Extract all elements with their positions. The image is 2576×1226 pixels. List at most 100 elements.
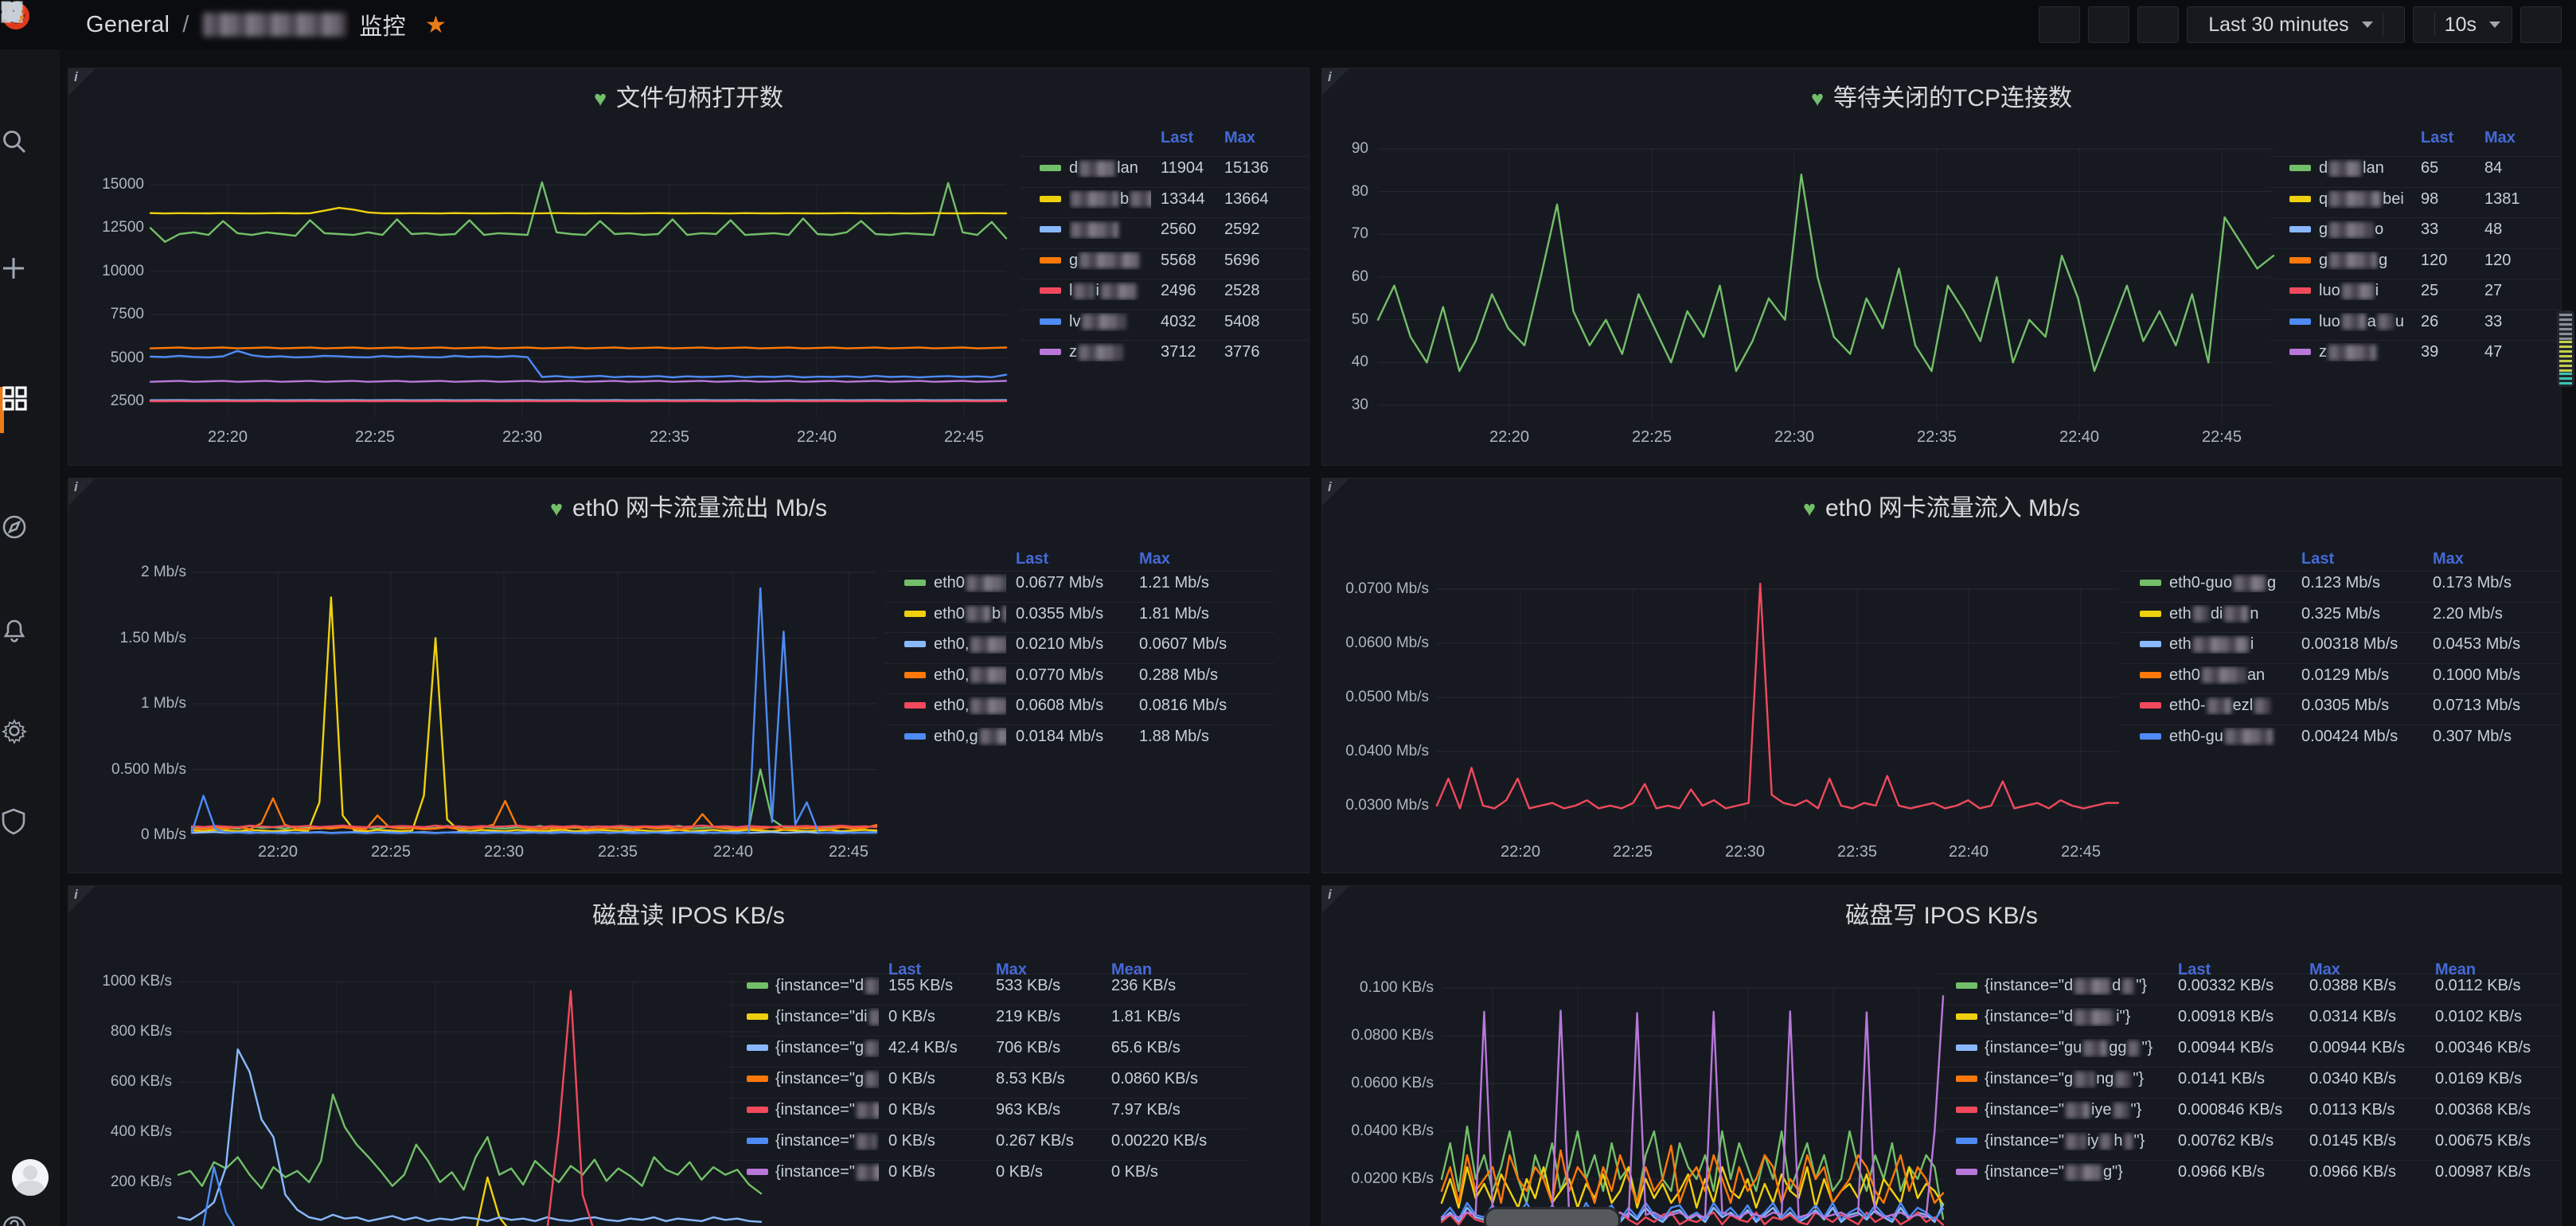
chart-canvas[interactable] — [1322, 68, 2562, 466]
legend-series-swatch[interactable] — [2140, 610, 2161, 617]
legend-series-swatch[interactable] — [904, 580, 926, 586]
user-avatar[interactable] — [0, 1151, 60, 1204]
panel-title[interactable]: 磁盘写 IPOS KB/s — [1845, 903, 2038, 929]
favorite-star-icon[interactable]: ★ — [424, 11, 447, 38]
sidebar-item-alerting[interactable] — [0, 616, 60, 669]
legend-series-swatch[interactable] — [2289, 256, 2311, 264]
legend-series-name[interactable]: eth di n — [2169, 604, 2259, 623]
info-icon[interactable]: i — [1328, 887, 1332, 902]
legend-series-swatch[interactable] — [747, 1044, 768, 1051]
legend-series-swatch[interactable] — [1956, 1169, 1977, 1175]
legend-series-swatch[interactable] — [2140, 732, 2161, 740]
legend-series-swatch[interactable] — [2289, 287, 2311, 294]
legend-col-header[interactable]: Max — [1139, 550, 1170, 568]
legend-series-name[interactable]: eth0,g — [934, 728, 1006, 746]
legend-series-swatch[interactable] — [2140, 641, 2161, 647]
sidebar-item-configuration[interactable] — [0, 716, 60, 769]
legend-series-name[interactable]: lv — [1069, 313, 1151, 331]
legend-series-name[interactable]: eth0,i — [934, 635, 1006, 654]
legend-series-name[interactable]: {instance="d"} — [775, 977, 879, 995]
legend-series-name[interactable]: eth0 an — [2169, 666, 2266, 684]
legend-series-swatch[interactable] — [2140, 580, 2161, 586]
legend-series-name[interactable]: {instance="gu gg "} — [1985, 1039, 2153, 1056]
legend-col-header[interactable]: Last — [1161, 129, 1194, 146]
sidebar-item-search[interactable] — [0, 127, 60, 180]
sidebar-item-dashboards[interactable] — [0, 384, 60, 436]
legend-series-swatch[interactable] — [1040, 256, 1061, 264]
scroll-indicator[interactable] — [2557, 310, 2574, 387]
legend-series-swatch[interactable] — [1956, 1013, 1977, 1020]
legend-series-swatch[interactable] — [2289, 349, 2311, 355]
legend-series-swatch[interactable] — [1040, 226, 1061, 232]
legend-series-name[interactable]: {instance="gng"} — [775, 1070, 879, 1088]
legend-series-name[interactable]: {instance="diei"} — [775, 1008, 879, 1026]
legend-series-name[interactable]: eth0 b — [934, 605, 1006, 623]
legend-series-name[interactable]: eth0- ezl — [2169, 697, 2292, 715]
legend-series-swatch[interactable] — [1040, 318, 1061, 325]
legend-series-name[interactable]: {instance=" iy h "} — [1985, 1132, 2145, 1150]
info-icon[interactable]: i — [74, 887, 78, 902]
info-icon[interactable]: i — [1328, 479, 1332, 494]
info-icon[interactable]: i — [74, 69, 78, 84]
legend-series-name[interactable]: {instance="iyez"} — [775, 1132, 879, 1150]
legend-series-name[interactable]: {instance="ha"} — [775, 1163, 879, 1181]
legend-series-swatch[interactable] — [1956, 1138, 1977, 1144]
legend-series-name[interactable] — [1069, 221, 1151, 239]
legend-series-name[interactable]: {instance="d d "} — [1985, 977, 2147, 994]
panel-info-corner[interactable] — [68, 68, 96, 96]
legend-col-header[interactable]: Max — [996, 961, 1027, 978]
legend-series-swatch[interactable] — [904, 641, 926, 647]
legend-series-swatch[interactable] — [2289, 226, 2311, 232]
legend-series-name[interactable]: luo i — [2319, 282, 2379, 299]
legend-col-header[interactable]: Mean — [2435, 961, 2476, 978]
info-icon[interactable]: i — [1328, 69, 1332, 84]
legend-series-swatch[interactable] — [1956, 982, 1977, 989]
legend-series-swatch[interactable] — [1040, 165, 1061, 171]
legend-series-name[interactable]: b — [1069, 190, 1151, 209]
panel-info-corner[interactable] — [1322, 68, 1349, 96]
legend-series-swatch[interactable] — [2140, 702, 2161, 709]
refresh-picker[interactable]: 10s — [2, 2, 2512, 43]
legend-series-name[interactable]: luo a u — [2319, 312, 2404, 330]
legend-series-swatch[interactable] — [1956, 1076, 1977, 1082]
legend-series-swatch[interactable] — [904, 671, 926, 678]
legend-series-swatch[interactable] — [747, 982, 768, 989]
sidebar-item-help[interactable] — [0, 1213, 60, 1226]
legend-series-swatch[interactable] — [904, 610, 926, 617]
chart-canvas[interactable] — [68, 886, 1309, 1226]
legend-series-name[interactable]: z — [2319, 343, 2411, 361]
sidebar-item-server-admin[interactable] — [0, 807, 60, 860]
legend-col-header[interactable]: Max — [1224, 129, 1255, 146]
legend-series-swatch[interactable] — [2289, 195, 2311, 202]
legend-series-swatch[interactable] — [747, 1138, 768, 1144]
legend-series-name[interactable]: z — [1069, 343, 1151, 361]
legend-series-name[interactable]: eth0,u — [934, 697, 1006, 715]
legend-series-name[interactable]: d lan — [2319, 159, 2384, 177]
legend-col-header[interactable]: Last — [2301, 550, 2335, 568]
breadcrumb-section[interactable]: General — [86, 11, 170, 37]
dashboard-title-suffix[interactable]: 监控 — [359, 14, 406, 40]
legend-series-swatch[interactable] — [747, 1076, 768, 1082]
add-panel-button[interactable] — [3, 6, 2081, 43]
panel-title[interactable]: ♥ 文件句柄打开数 — [593, 85, 784, 111]
panel-title[interactable]: ♥ eth0 网卡流量流出 Mb/s — [549, 495, 828, 521]
chart-canvas[interactable] — [1322, 886, 2562, 1226]
legend-series-name[interactable]: {instance=" g"} — [1985, 1163, 2123, 1181]
panel-title[interactable]: ♥ eth0 网卡流量流入 Mb/s — [1802, 495, 2081, 521]
legend-series-swatch[interactable] — [1040, 195, 1061, 202]
legend-series-swatch[interactable] — [1040, 287, 1061, 294]
chart-canvas[interactable] — [68, 68, 1309, 466]
sidebar-item-create[interactable] — [0, 255, 60, 307]
legend-series-name[interactable]: eth0-gu — [2169, 728, 2292, 746]
legend-series-name[interactable]: {instance="d i"} — [1985, 1008, 2131, 1025]
legend-series-swatch[interactable] — [1956, 1044, 1977, 1051]
save-dashboard-button[interactable] — [2, 2, 2130, 43]
legend-series-swatch[interactable] — [747, 1169, 768, 1175]
legend-series-name[interactable]: q bei — [2319, 189, 2404, 208]
legend-col-header[interactable]: Max — [2433, 550, 2464, 568]
legend-series-name[interactable]: d lan — [1069, 159, 1138, 177]
info-icon[interactable]: i — [74, 479, 78, 494]
